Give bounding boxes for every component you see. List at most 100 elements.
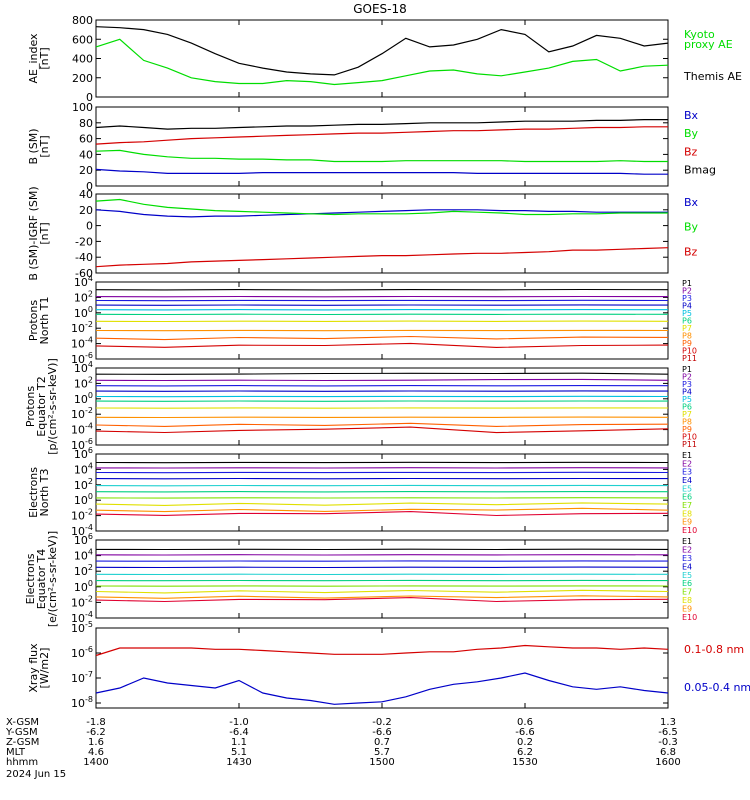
x-row-value: -0.3: [658, 737, 678, 748]
legend-entry-p11: P11: [682, 440, 697, 449]
x-row-label: hhmm: [6, 757, 38, 768]
panel-frame: [95, 193, 669, 274]
y-tick-label: 100: [72, 101, 93, 114]
channel-line-p10: [95, 342, 669, 348]
legend-entry-e1: E1: [682, 451, 692, 460]
y-axis-label: [e/(cm²-s-sr-keV)]: [46, 531, 59, 627]
channel-line-e10: [95, 511, 669, 517]
legend-entry-p2: P2: [682, 287, 692, 296]
y-axis-label: North T3: [38, 469, 51, 517]
legend: Bx By Bz Bmag: [684, 109, 716, 176]
legend-entry-e10: E10: [682, 613, 697, 622]
x-row-value: 1400: [83, 757, 108, 768]
legend-entry-e9: E9: [682, 518, 692, 527]
channel-line-p1: [95, 372, 669, 375]
y-tick-label: 10-7: [71, 670, 93, 685]
x-row-value: 1530: [512, 757, 537, 768]
y-tick-label: 10-4: [71, 610, 93, 625]
y-tick-label: 10-4: [71, 336, 93, 351]
legend-entry-e6: E6: [682, 579, 692, 588]
channel-line-p9: [95, 422, 669, 427]
y-tick-label: -60: [75, 267, 93, 280]
legend-entry-p9: P9: [682, 339, 692, 348]
y-tick-label: 200: [72, 72, 93, 85]
legend-entry-p9: P9: [682, 425, 692, 434]
y-tick-label: 20: [79, 204, 93, 217]
x-axis-block: X-GSM -1.8 -1.0 -0.2 0.6 1.3 Y-GSM -6.2 -6.4 -6.6…: [5, 717, 681, 780]
legend-entry: Bmag: [684, 163, 716, 176]
y-tick-label: 10-2: [71, 320, 93, 335]
y-axis-label: Equator T4: [35, 549, 48, 609]
x-row-value: -6.6: [372, 727, 392, 738]
y-tick-label: 400: [72, 53, 93, 66]
y-tick-label: 80: [79, 117, 93, 130]
legend-entry-e6: E6: [682, 493, 692, 502]
series-line-bz: [95, 126, 668, 145]
legend-entry: Bz: [684, 145, 698, 158]
legend-entry-p8: P8: [682, 332, 692, 341]
series-line-by: [95, 198, 668, 216]
legend-entry: By: [684, 127, 699, 140]
y-tick-label: 20: [79, 164, 93, 177]
x-row-value: 0.2: [517, 737, 533, 748]
y-tick-label: 100: [74, 579, 93, 594]
y-tick-label: 102: [74, 289, 93, 304]
x-row-value: -6.5: [658, 727, 678, 738]
y-tick-label: 102: [74, 563, 93, 578]
legend-entry-e10: E10: [682, 526, 697, 535]
legend-entry-p10: P10: [682, 433, 697, 442]
y-axis-label: [nT]: [38, 135, 51, 157]
series-line-themis-ae: [95, 26, 669, 76]
x-row-value: -1.0: [229, 717, 249, 728]
panel-frame: [95, 539, 669, 619]
y-axis-label: Xray flux: [27, 643, 40, 693]
legend-entry: Kyoto: [684, 28, 715, 41]
x-row-value: -6.6: [515, 727, 535, 738]
y-tick-label: 600: [72, 33, 93, 46]
legend-entry-p3: P3: [682, 380, 692, 389]
y-tick-label: 0: [86, 91, 93, 104]
legend-entry-e9: E9: [682, 605, 692, 614]
legend-entry-e7: E7: [682, 588, 692, 597]
y-axis-label: Electrons: [27, 467, 40, 518]
legend-entry-e7: E7: [682, 501, 692, 510]
y-axis-label: Electrons: [24, 553, 37, 604]
y-axis-label: Protons: [24, 386, 37, 427]
y-tick-label: 104: [74, 274, 93, 289]
y-tick-label: 40: [79, 188, 93, 201]
series-line-0-05-0-4-nm: [95, 672, 669, 705]
legend-entry-p4: P4: [682, 302, 692, 311]
y-tick-label: 104: [74, 360, 93, 375]
y-tick-label: 10-6: [71, 437, 93, 452]
series-line-bx: [95, 168, 668, 175]
x-row-value: 0.6: [517, 717, 533, 728]
y-axis-label: AE_index: [27, 33, 40, 84]
y-tick-label: 10-6: [71, 645, 93, 660]
legend-entry: proxy AE: [684, 38, 733, 51]
y-axis-label: [nT]: [38, 222, 51, 244]
channel-line-e8: [95, 502, 669, 506]
series-line-bx: [95, 209, 668, 218]
x-row-value: 1.6: [88, 737, 104, 748]
y-axis-label: [p/(cm²-s-sr-keV)]: [46, 358, 59, 455]
panel-frame: [95, 627, 669, 709]
y-tick-label: 10-5: [71, 620, 93, 635]
channel-line-p10: [95, 426, 669, 434]
x-row-value: 1600: [655, 757, 680, 768]
legend-entry-e4: E4: [682, 476, 692, 485]
y-axis-label: Protons: [27, 300, 40, 341]
y-tick-label: 10-4: [71, 422, 93, 437]
legend-entry-p2: P2: [682, 373, 692, 382]
y-axis-label: Equator T2: [35, 376, 48, 436]
series-line-bz: [95, 247, 669, 268]
x-row-value: 1430: [226, 757, 251, 768]
legend-entry: Bz: [684, 245, 698, 258]
